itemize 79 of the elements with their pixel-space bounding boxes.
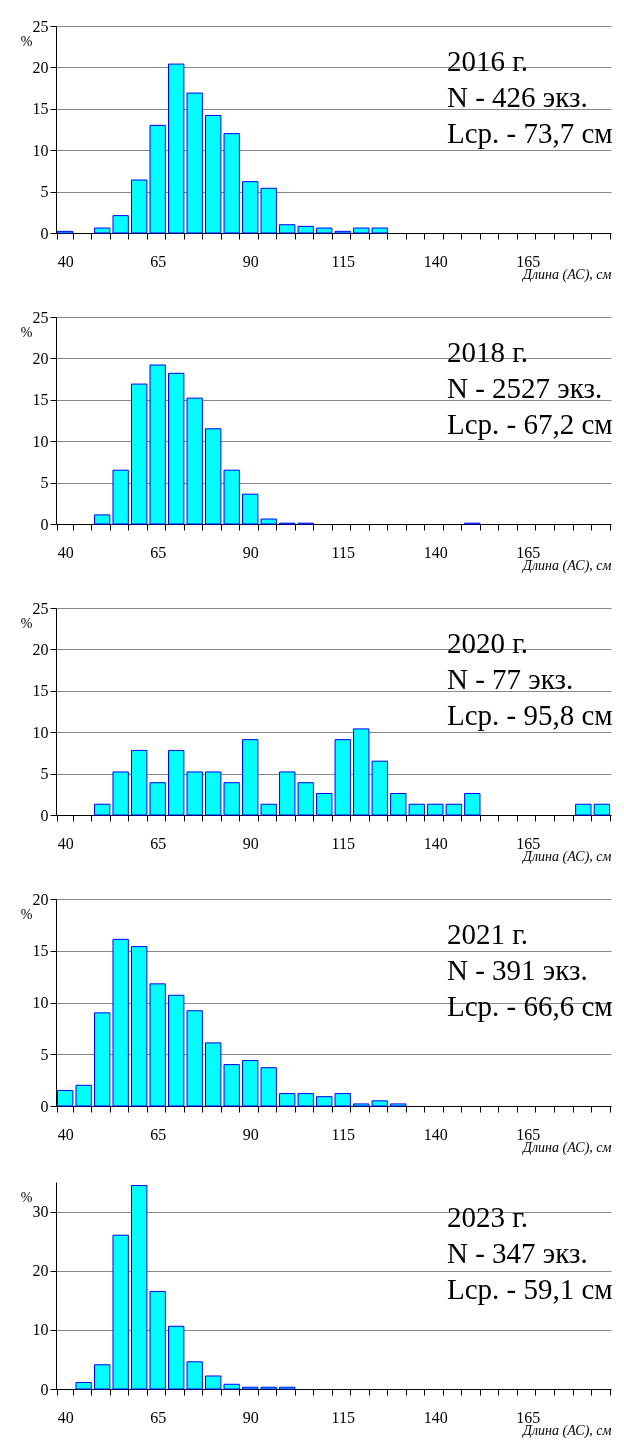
annotation: Lср. - 95,8 см: [447, 699, 613, 731]
x-tick-label: 65: [150, 543, 167, 561]
x-tick-label: 140: [423, 1125, 448, 1143]
y-tick-label: 0: [40, 1380, 49, 1398]
y-tick-label: 20: [32, 1262, 49, 1280]
y-tick-label: 30: [32, 1203, 49, 1221]
y-tick-label: 5: [40, 1045, 49, 1063]
y-tick-label: 20: [32, 349, 49, 367]
y-tick-label: 10: [32, 1321, 49, 1339]
y-tick-label: 10: [32, 432, 49, 450]
y-tick-label: 5: [40, 183, 49, 201]
y-tick-label: 15: [32, 942, 49, 960]
y-tick-label: 5: [40, 474, 49, 492]
x-tick-label: 140: [423, 1408, 448, 1426]
annotation: 2018 г.: [447, 336, 529, 368]
bar: [575, 803, 592, 816]
x-tick-label: 90: [242, 834, 259, 852]
x-tick-label: 115: [331, 834, 355, 852]
annotation: N - 77 экз.: [447, 663, 574, 695]
y-tick-label: 15: [32, 100, 49, 118]
y-tick-label: 20: [32, 58, 49, 76]
annotation: 2021 г.: [447, 918, 529, 950]
bar: [464, 792, 481, 816]
annotation: N - 426 экз.: [447, 81, 588, 113]
x-tick-label: 140: [423, 252, 448, 270]
y-tick-label: 20: [32, 890, 49, 908]
annotation: N - 391 экз.: [447, 954, 588, 986]
x-tick-label: 115: [331, 1408, 355, 1426]
x-tick-label: 40: [57, 1125, 74, 1143]
y-tick-label: 5: [40, 765, 49, 783]
bar: [75, 1381, 92, 1390]
x-tick-label: 65: [150, 1408, 167, 1426]
x-tick-label: 115: [331, 543, 355, 561]
y-tick-label: 10: [32, 723, 49, 741]
y-axis-title: %: [20, 324, 33, 340]
x-tick-label: 115: [331, 1125, 355, 1143]
x-tick-label: 65: [150, 834, 167, 852]
x-tick-label: 90: [242, 252, 259, 270]
y-tick-label: 10: [32, 141, 49, 159]
x-tick-label: 40: [57, 1408, 74, 1426]
x-tick-label: 40: [57, 834, 74, 852]
y-tick-label: 0: [40, 1097, 49, 1115]
x-tick-label: 65: [150, 1125, 167, 1143]
y-tick-label: 0: [40, 806, 49, 824]
x-tick-label: 115: [331, 252, 355, 270]
y-tick-label: 25: [32, 599, 49, 617]
y-tick-label: 15: [32, 391, 49, 409]
y-tick-label: 20: [32, 640, 49, 658]
y-axis-title: %: [20, 1189, 33, 1205]
bar: [593, 803, 611, 816]
y-axis-title: %: [20, 906, 33, 922]
y-axis-title: %: [20, 615, 33, 631]
y-tick-label: 0: [40, 224, 49, 242]
annotation: Lср. - 59,1 см: [447, 1273, 613, 1305]
y-tick-label: 0: [40, 515, 49, 533]
x-tick-label: 90: [242, 1408, 259, 1426]
annotation: 2020 г.: [447, 627, 529, 659]
y-tick-label: 15: [32, 682, 49, 700]
x-tick-label: 40: [57, 252, 74, 270]
y-axis-title: %: [20, 33, 33, 49]
y-tick-label: 25: [32, 308, 49, 326]
annotation: Lср. - 67,2 см: [447, 408, 613, 440]
annotation: N - 2527 экз.: [447, 372, 603, 404]
y-tick-label: 25: [32, 17, 49, 35]
y-tick-label: 10: [32, 994, 49, 1011]
bar: [390, 1103, 407, 1107]
bar: [56, 1089, 74, 1107]
x-tick-label: 40: [57, 543, 74, 561]
annotation: 2016 г.: [447, 45, 529, 77]
annotation: Lср. - 66,6 см: [447, 990, 613, 1022]
bar: [75, 1084, 92, 1107]
x-tick-label: 65: [150, 252, 167, 270]
x-tick-label: 140: [423, 543, 448, 561]
x-tick-label: 140: [423, 834, 448, 852]
annotation: Lср. - 73,7 см: [447, 117, 613, 149]
x-tick-label: 90: [242, 543, 259, 561]
annotation: N - 347 экз.: [447, 1237, 588, 1269]
x-tick-label: 90: [242, 1125, 259, 1143]
annotation: 2023 г.: [447, 1201, 529, 1233]
